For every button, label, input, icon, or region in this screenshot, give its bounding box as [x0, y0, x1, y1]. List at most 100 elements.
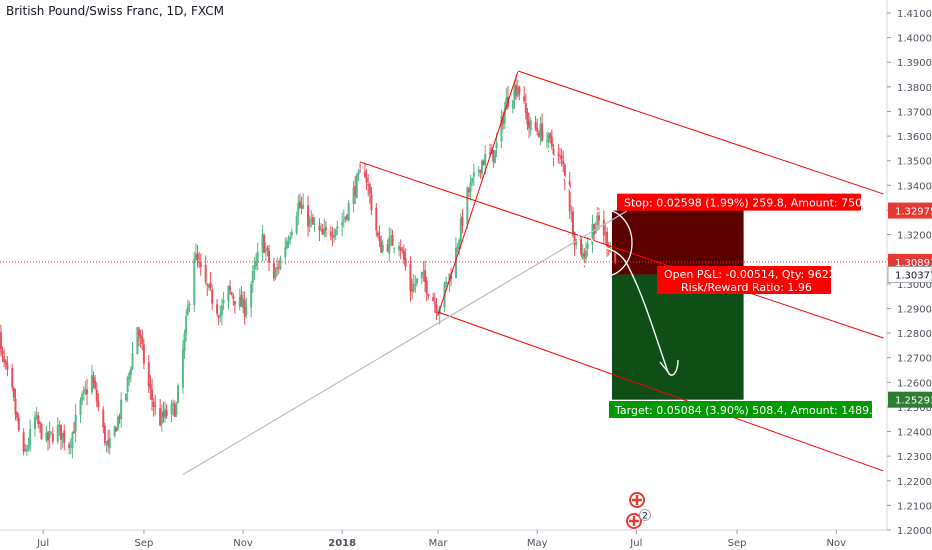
- target-zone: [611, 274, 744, 400]
- candle-body: [242, 298, 245, 309]
- price-tick-label: 1.26000: [897, 378, 932, 389]
- candle-body: [14, 398, 17, 415]
- candle-body: [94, 380, 97, 389]
- candle-body: [324, 227, 327, 231]
- candle-body: [160, 411, 163, 424]
- time-axis[interactable]: Jul Sep Nov 2018 Mar May Jul Sep Nov: [0, 529, 887, 549]
- candle-body: [412, 284, 415, 291]
- candle-body: [607, 245, 610, 250]
- candle: [298, 193, 301, 209]
- candle: [3, 348, 6, 368]
- candle-body: [103, 426, 106, 444]
- price-tick-label: 1.22000: [897, 477, 932, 488]
- candle-body: [489, 153, 492, 155]
- drawing-lines[interactable]: [0, 70, 887, 476]
- candle: [14, 388, 17, 421]
- candle-body: [152, 401, 155, 407]
- candle-body: [375, 207, 378, 231]
- candle: [149, 374, 152, 400]
- candle-body: [448, 273, 451, 282]
- candle: [272, 257, 275, 282]
- candle: [313, 216, 316, 233]
- candle: [90, 364, 93, 395]
- candle-body: [471, 177, 474, 183]
- candle-body: [186, 306, 189, 315]
- candle-body: [230, 292, 233, 295]
- candle: [344, 216, 347, 223]
- candle-body: [142, 344, 145, 364]
- candle: [227, 285, 230, 310]
- price-tick-label: 1.21000: [897, 501, 932, 512]
- candle: [482, 159, 485, 166]
- candle: [331, 226, 334, 247]
- candle-body: [386, 244, 389, 252]
- candle: [477, 166, 480, 177]
- candle-body: [354, 186, 357, 196]
- candle: [479, 169, 482, 179]
- candle-body: [402, 250, 405, 260]
- candle: [172, 399, 175, 416]
- candle: [448, 273, 451, 293]
- candle: [560, 148, 563, 167]
- candle-body: [136, 327, 139, 355]
- candle-body: [131, 353, 134, 370]
- candle-body: [22, 432, 25, 452]
- candle: [401, 247, 404, 254]
- time-tick-label: Mar: [429, 538, 449, 549]
- event-icons[interactable]: 2: [626, 492, 651, 529]
- candle-body: [35, 414, 38, 418]
- target-label: Target: 0.05084 (3.90%) 508.4, Amount: 1…: [614, 404, 887, 417]
- candle: [502, 111, 505, 130]
- candle-body: [472, 171, 475, 177]
- event-icon-cross: [632, 495, 642, 505]
- candle: [550, 129, 553, 150]
- candle: [216, 299, 219, 317]
- candle-body: [175, 403, 178, 415]
- candle: [459, 213, 462, 249]
- candle: [454, 237, 457, 279]
- candle-body: [411, 288, 414, 292]
- candle-body: [300, 206, 303, 208]
- economic-event-icon-group: 2: [626, 509, 651, 529]
- candle-body: [37, 415, 40, 425]
- consolidation-circle[interactable]: [577, 209, 633, 277]
- candle-body: [227, 285, 230, 302]
- candle-body: [321, 228, 324, 235]
- rally-trendline[interactable]: [437, 71, 519, 315]
- candle-body: [461, 216, 464, 226]
- candle: [381, 240, 384, 254]
- candle: [95, 382, 98, 408]
- candle-body: [575, 239, 578, 245]
- candle-body: [1, 350, 4, 355]
- candle-body: [266, 247, 269, 251]
- support-trendline[interactable]: [182, 210, 627, 476]
- candle-body: [108, 437, 111, 448]
- candle: [391, 229, 394, 246]
- channel-inner-line[interactable]: [359, 161, 884, 339]
- candle: [341, 212, 344, 237]
- candle: [467, 187, 470, 197]
- candle: [261, 225, 264, 262]
- time-tick-label: Nov: [233, 538, 253, 549]
- candle-body: [232, 295, 235, 299]
- candle-body: [367, 184, 370, 186]
- price-axis[interactable]: 1.41000 1.40000 1.39000 1.38000 1.37000 1.360…: [886, 0, 932, 537]
- candle-body: [414, 283, 417, 285]
- candle: [170, 399, 173, 423]
- candle-body: [120, 399, 123, 420]
- candle-body: [233, 301, 236, 305]
- candle: [128, 370, 131, 386]
- price-tick-label: 1.30000: [897, 280, 932, 291]
- candle-body: [477, 170, 480, 172]
- candle: [211, 284, 214, 310]
- channel-upper-line[interactable]: [517, 70, 884, 195]
- freehand-arrow[interactable]: [547, 147, 679, 376]
- channel-lower-line[interactable]: [437, 311, 884, 472]
- candle: [422, 261, 425, 282]
- candle-body: [480, 160, 483, 174]
- candle: [557, 144, 560, 164]
- candle: [73, 421, 76, 434]
- candle: [398, 242, 401, 257]
